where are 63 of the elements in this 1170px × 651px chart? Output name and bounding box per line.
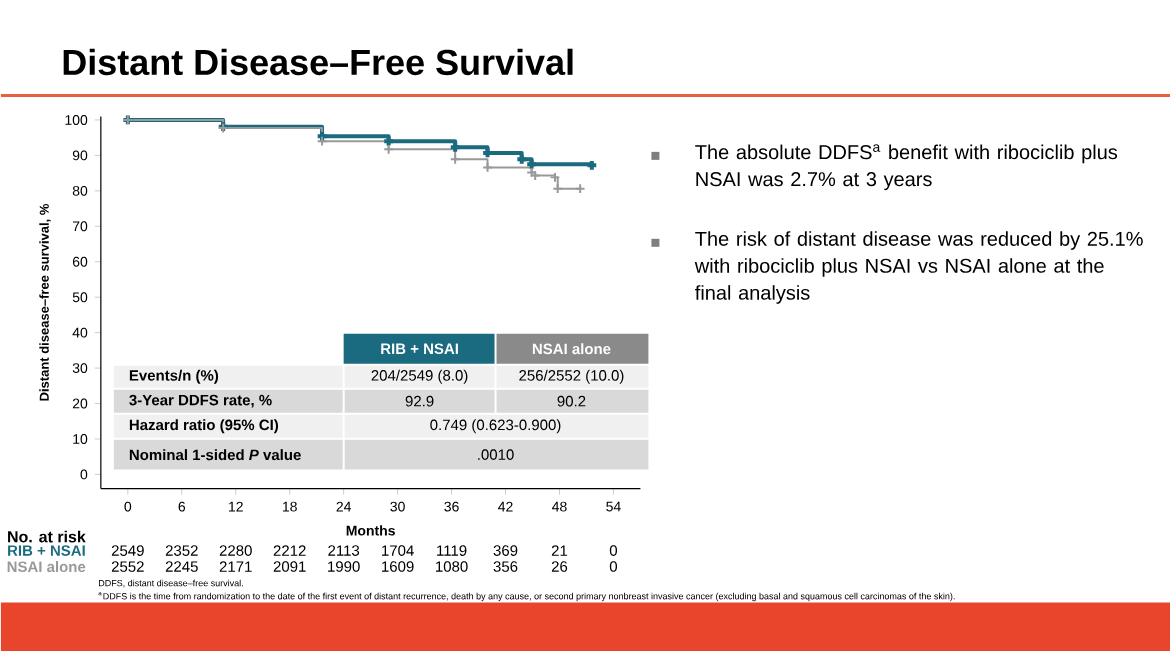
annotation: NSAI alone <box>532 343 611 354</box>
text: 1080 <box>436 561 468 572</box>
annotation: Events/n (%) <box>129 369 219 384</box>
text: 1609 <box>382 561 414 572</box>
annotation: Nominal 1-sided P value <box>129 448 301 460</box>
annotation: 204/2549 (8.0) <box>371 369 468 384</box>
annotation: 256/2552 (10.0) <box>519 369 624 384</box>
x-axis-title: Months <box>346 525 395 536</box>
text: The risk of distant disease was reduced by 25.1% with ribociclib plus NSAI vs NSAI alone at the final analysis <box>694 230 1143 304</box>
text: 21 <box>551 545 568 556</box>
text: 1704 <box>382 545 414 556</box>
annotation: RIB + NSAI <box>381 343 458 354</box>
text: No. at risk <box>8 530 86 543</box>
y-tick-label: 60 <box>72 256 88 267</box>
text: 2171 <box>219 561 252 572</box>
annotation: 0.749 (0.623-0.900) <box>430 418 561 433</box>
chart-title: Distant Disease–Free Survival <box>63 48 573 75</box>
text: DDFS, distant disease–free survival. <box>98 579 243 588</box>
x-tick-label: 42 <box>498 501 513 512</box>
text: RIB + NSAI <box>8 545 85 556</box>
y-axis-title: Distant disease–free survival, % <box>39 203 51 401</box>
x-tick-label: 54 <box>606 501 621 512</box>
y-tick-label: 20 <box>72 398 88 409</box>
x-tick-label: 24 <box>336 501 352 512</box>
x-tick-label: 12 <box>229 501 243 512</box>
text: 369 <box>493 545 518 556</box>
text: 2113 <box>328 545 360 556</box>
y-tick-label: 70 <box>72 221 88 231</box>
y-tick-label: 90 <box>72 150 88 161</box>
x-tick-label: 0 <box>124 501 132 512</box>
text: 1119 <box>437 545 467 556</box>
x-tick-label: 18 <box>282 501 297 512</box>
y-tick-label: 0 <box>80 469 88 480</box>
annotation: 90.2 <box>557 395 586 407</box>
text: $^{a}$DDFS is the time from randomization to the date of the first event of distant recurrence, death by any cause, or second primary nonbreast invasive cancer (excluding basal and squamous cell carcinomas of the skin). <box>98 591 955 601</box>
text: 2091 <box>273 561 306 572</box>
text: 2212 <box>273 545 306 556</box>
y-tick-label: 50 <box>72 292 88 302</box>
text: 0 <box>609 561 618 572</box>
text: 2552 <box>111 561 144 572</box>
annotation: .0010 <box>478 449 514 460</box>
text: 2245 <box>165 561 198 572</box>
y-tick-label: 80 <box>72 185 88 196</box>
text: 2352 <box>165 545 198 556</box>
x-tick-label: 6 <box>178 501 186 512</box>
text: 356 <box>493 561 518 572</box>
x-tick-label: 36 <box>444 501 459 512</box>
y-tick-label: 100 <box>65 114 88 125</box>
text: 2280 <box>219 545 252 556</box>
text: 0 <box>609 545 618 556</box>
text: The absolute DDFS$^{a}$ benefit with ribociclib plus NSAI was 2.7% at 3 years <box>695 144 1118 190</box>
x-tick-label: 30 <box>390 501 405 512</box>
annotation: 3-Year DDFS rate, % <box>129 394 272 408</box>
text: 2549 <box>111 545 144 556</box>
annotation: 92.9 <box>405 395 434 407</box>
annotation: Hazard ratio (95% CI) <box>129 418 279 433</box>
y-tick-label: 40 <box>72 327 88 338</box>
text: 1990 <box>328 561 360 572</box>
x-tick-label: 48 <box>552 501 567 512</box>
y-tick-label: 10 <box>73 433 88 444</box>
y-tick-label: 30 <box>72 362 88 373</box>
text: NSAI alone <box>7 560 86 572</box>
text: 26 <box>551 561 568 572</box>
